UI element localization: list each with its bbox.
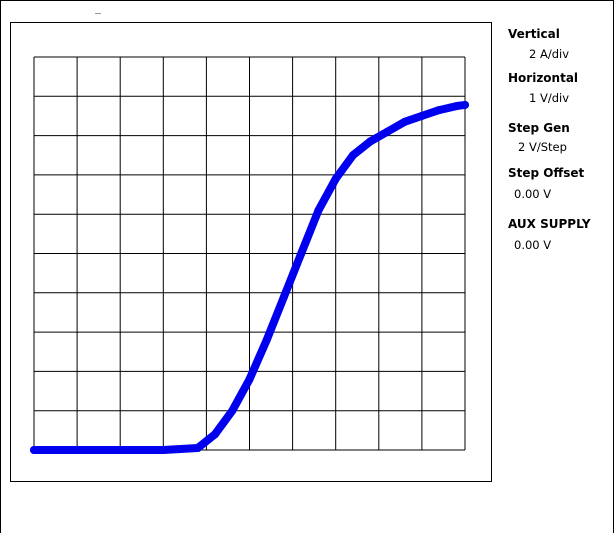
trace-point [116, 446, 125, 454]
trace-point [435, 106, 444, 115]
trace-point [314, 206, 323, 215]
stepoffset-value: 0.00 V [514, 187, 552, 201]
trace-point [262, 335, 271, 344]
horizontal-value: 1 V/div [529, 91, 570, 105]
stepgen-value: 2 V/Step [518, 140, 567, 154]
trace-point [331, 174, 340, 183]
trace-point [297, 249, 306, 258]
aux-label: AUX SUPPLY [508, 217, 591, 231]
trace-point [452, 102, 461, 111]
trace-point [348, 151, 357, 160]
trace-point [279, 292, 288, 301]
vertical-label: Vertical [508, 27, 560, 41]
trace-point [417, 111, 426, 120]
trace-point [245, 375, 254, 384]
trace-point [73, 446, 82, 454]
trace-point [211, 430, 220, 439]
vertical-value: 2 A/div [529, 47, 570, 61]
trace-point [461, 100, 469, 109]
trace-point [400, 117, 409, 126]
trace-point [383, 127, 392, 136]
trace-point [193, 444, 202, 453]
settings-panel: Vertical 2 A/div Horizontal 1 V/div Step… [498, 26, 613, 253]
stepoffset-label: Step Offset [508, 166, 585, 180]
top-marker [95, 13, 101, 14]
aux-value: 0.00 V [514, 238, 552, 252]
plot-box [10, 22, 492, 482]
trace-point [30, 446, 38, 454]
graticule [33, 56, 466, 451]
trace-point [228, 406, 237, 415]
trace-layer [30, 100, 469, 454]
trace-point [159, 446, 168, 454]
trace-point [366, 137, 375, 146]
horizontal-label: Horizontal [508, 71, 579, 85]
stepgen-label: Step Gen [508, 121, 570, 135]
